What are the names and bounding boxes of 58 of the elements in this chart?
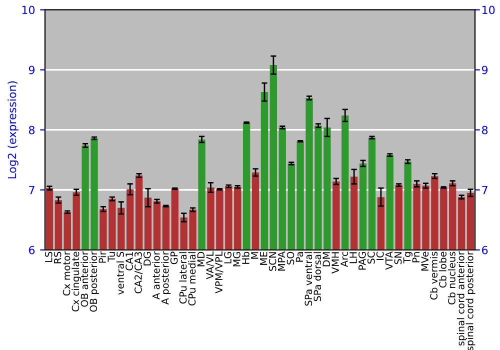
y-tick-label: 6 xyxy=(28,246,35,254)
y2-tick-label: 6 xyxy=(482,246,488,254)
y-tick-label: 10 xyxy=(22,6,35,14)
x-tick-label: IC xyxy=(376,252,384,260)
x-tick-label: Cx motor xyxy=(62,251,70,296)
x-tick-label: MD xyxy=(197,252,204,266)
x-tick-label: VMH xyxy=(332,252,339,274)
x-tick-label: ventral S xyxy=(116,252,124,295)
x-tick-label: SPa ventral xyxy=(304,252,312,306)
x-tick-label: VTA xyxy=(385,251,393,270)
x-tick-label: M xyxy=(251,252,258,259)
x-tick-label: ME xyxy=(260,252,268,265)
x-tick-label: Tg xyxy=(403,252,413,264)
x-tick-label: spinal cord anterior xyxy=(456,251,466,346)
x-tick-label: LS xyxy=(44,252,52,262)
x-tick-label: Tu xyxy=(108,252,116,262)
x-tick-label: Hb xyxy=(242,252,250,264)
y2-tick-label: 9 xyxy=(482,66,488,74)
y2-tick-label: 8 xyxy=(482,126,488,134)
x-tick-label: CPu medial xyxy=(188,252,196,306)
x-tick-label: Pn xyxy=(412,252,420,262)
y-axis-title: Log2 (expression) xyxy=(8,81,18,178)
x-tick-label: Pa xyxy=(296,252,304,262)
x-tick-label: VPM/VPL xyxy=(215,251,224,294)
x-tick-label: SC xyxy=(367,252,375,264)
x-tick-label: A anterior xyxy=(152,251,160,300)
y2-tick-label: 7 xyxy=(482,186,488,194)
x-tick-label: LH xyxy=(350,252,357,264)
x-tick-label: OB posterior xyxy=(90,251,99,312)
x-tick-label: Cb vermis xyxy=(430,252,438,300)
x-tick-label: CA1 xyxy=(126,252,133,270)
y2-tick-label: 10 xyxy=(482,6,495,14)
x-tick-label: Pir xyxy=(98,251,106,263)
x-tick-label: Arc xyxy=(340,252,348,267)
x-tick-label: MG xyxy=(233,252,240,266)
x-tick-label: MPA xyxy=(278,251,286,271)
x-tick-label: VA/VL xyxy=(206,251,214,280)
x-tick-label: SN xyxy=(394,252,402,264)
x-tick-label: MVe xyxy=(421,252,429,271)
x-tick-label: CPu lateral xyxy=(179,252,187,304)
x-tick-label: Cb lobe xyxy=(438,252,446,288)
x-tick-label: Cb nucleus xyxy=(448,252,456,304)
x-tick-label: GP xyxy=(170,252,178,264)
y-tick-label: 9 xyxy=(28,66,34,74)
x-tick-label: RS xyxy=(54,252,62,264)
y-tick-label: 8 xyxy=(28,126,35,134)
x-tick-label: OB anterior xyxy=(80,251,88,307)
x-tick-label: SO xyxy=(286,252,294,264)
x-tick-label: SCN xyxy=(268,252,276,271)
x-tick-label: SPa dorsal xyxy=(314,252,322,302)
y-tick-label: 7 xyxy=(29,186,34,194)
x-tick-label: Cx cingulate xyxy=(72,252,82,312)
x-tick-label: DG xyxy=(143,252,151,266)
x-tick-label: DM xyxy=(322,252,330,266)
x-tick-label: PAG xyxy=(358,252,366,270)
x-tick-label: A posterior xyxy=(161,251,171,305)
x-tick-label: CA2/CA3 xyxy=(134,252,143,294)
x-tick-label: LG xyxy=(224,252,232,264)
